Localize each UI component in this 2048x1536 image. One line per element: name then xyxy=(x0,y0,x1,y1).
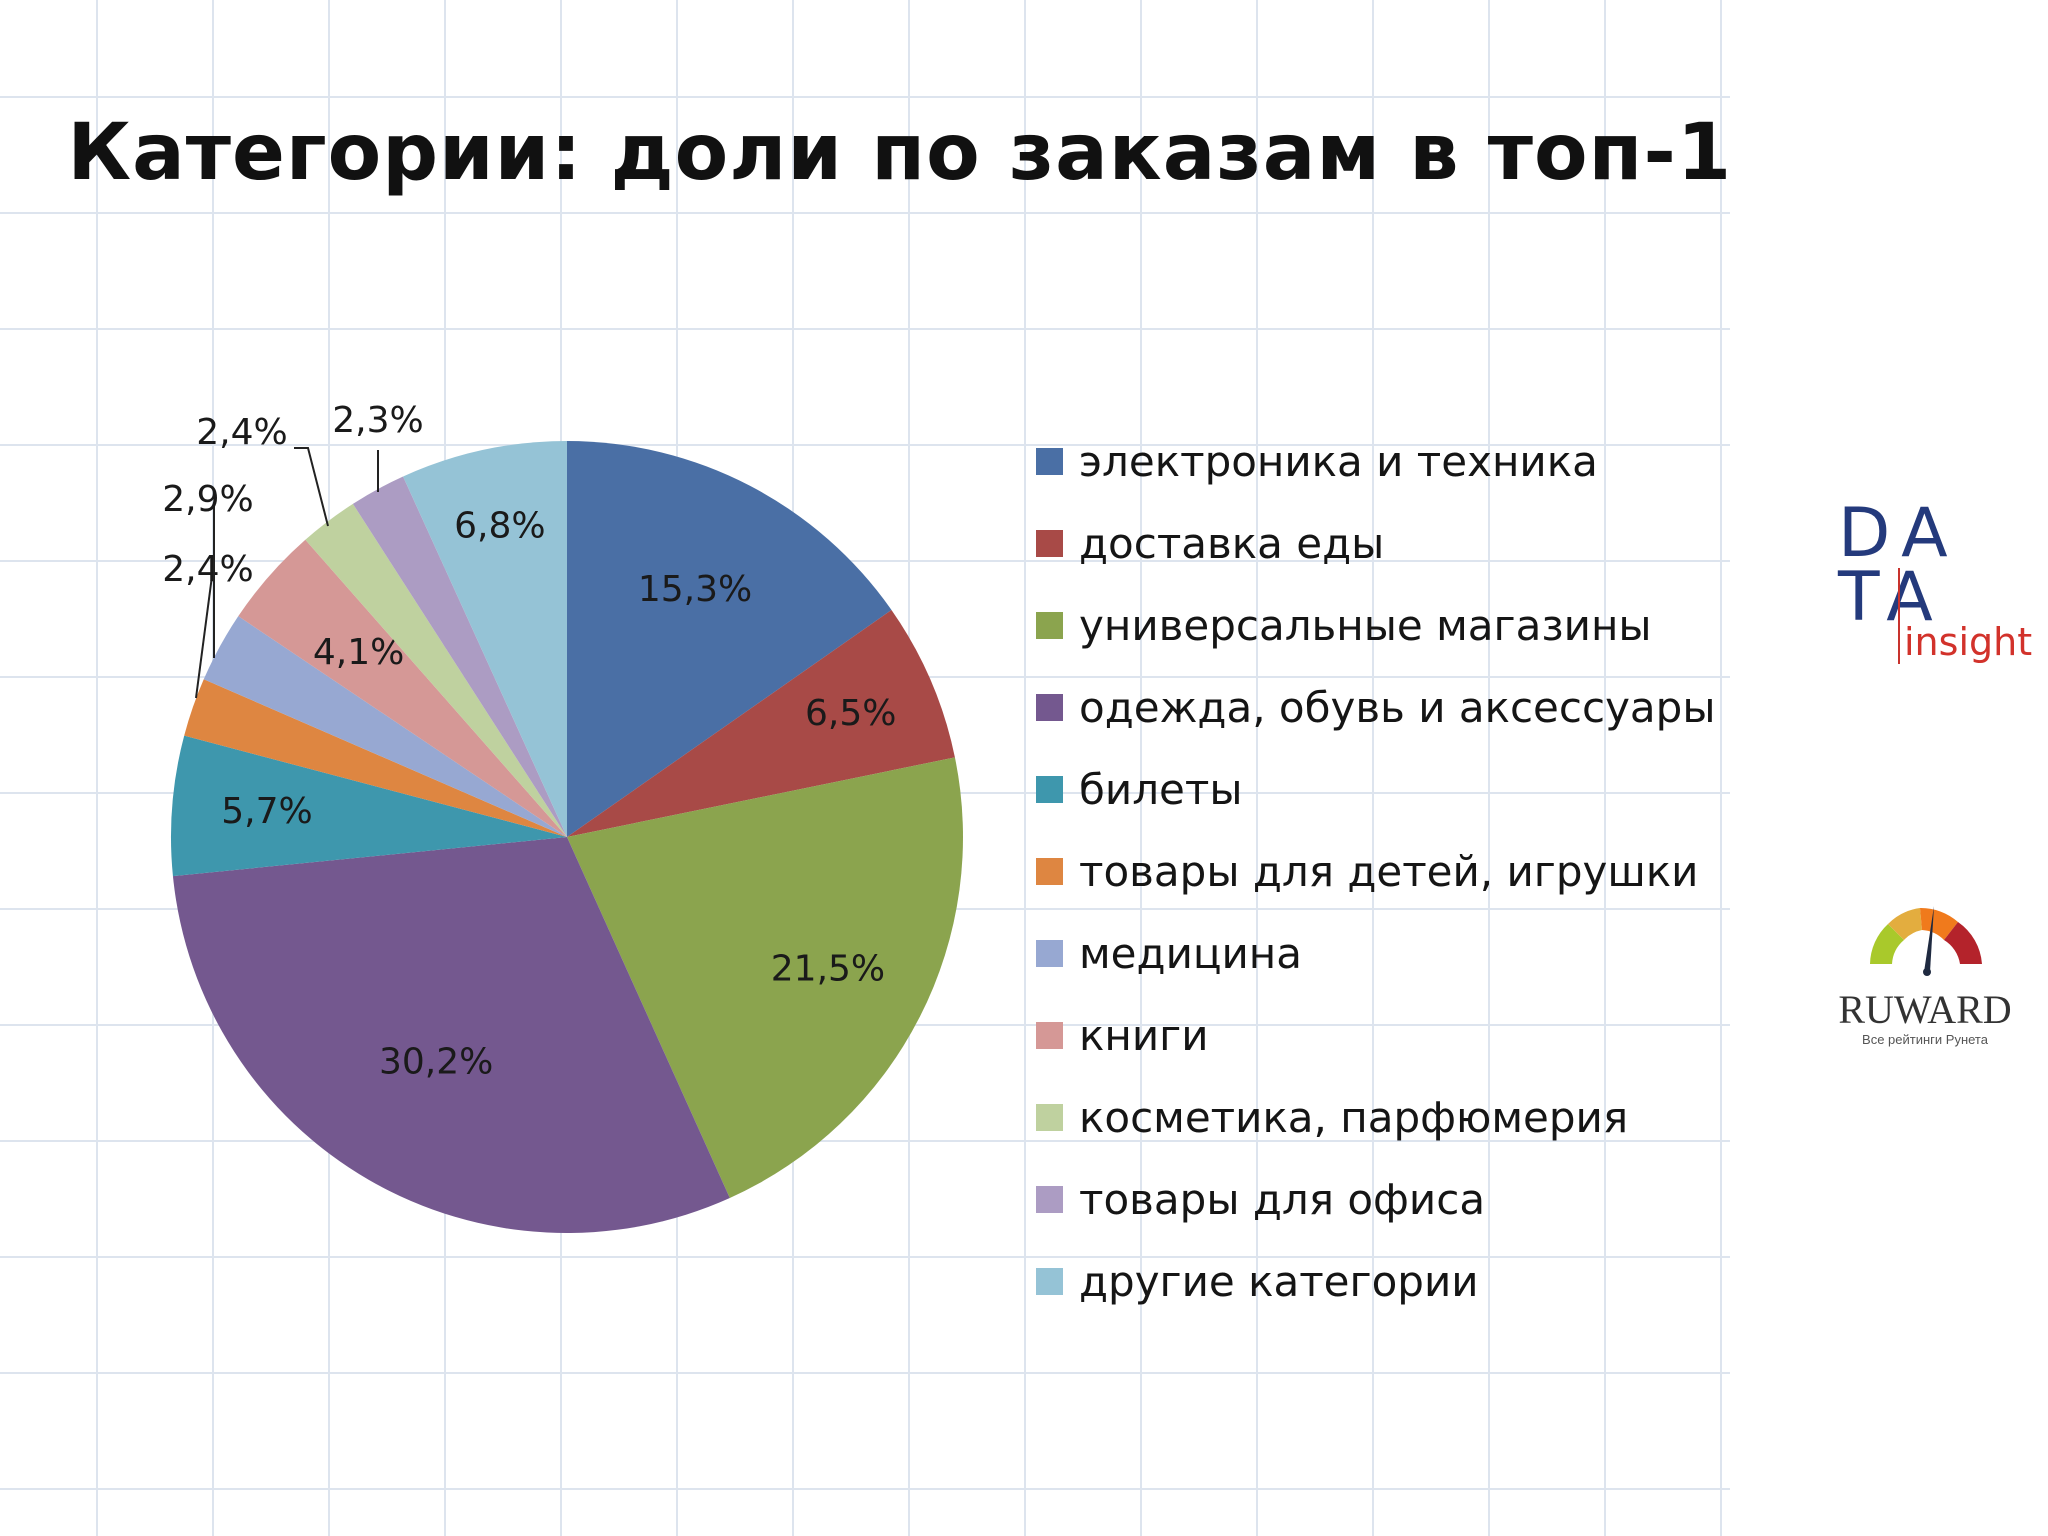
legend-item: медицина xyxy=(1036,912,1715,994)
legend-item: электроника и техника xyxy=(1036,420,1715,502)
legend-item: универсальные магазины xyxy=(1036,584,1715,666)
legend-label: одежда, обувь и аксессуары xyxy=(1079,682,1716,732)
data-label: 6,5% xyxy=(805,693,896,734)
legend-swatch xyxy=(1036,1021,1063,1049)
data-label: 6,8% xyxy=(454,505,545,546)
leader-line xyxy=(294,447,329,527)
gauge-icon xyxy=(1870,906,1982,976)
pie-slice xyxy=(238,539,567,837)
data-label: 2,4% xyxy=(196,412,287,453)
legend-item: доставка еды xyxy=(1036,502,1715,584)
data-label: 2,4% xyxy=(162,549,253,590)
data-insight-letters: DA TA xyxy=(1838,494,2048,637)
legend-swatch xyxy=(1036,857,1063,885)
data-insight-line1: DA xyxy=(1838,494,1960,573)
ruward-logo: RUWARD Все рейтинги Рунета xyxy=(1820,900,2040,1050)
legend-item: товары для детей, игрушки xyxy=(1036,830,1715,912)
data-label: 2,9% xyxy=(162,479,253,520)
pie-slice xyxy=(184,679,568,837)
ruward-name: RUWARD xyxy=(1838,987,2012,1032)
legend-swatch xyxy=(1036,611,1063,639)
slide-title: Категории: доли по заказам в топ-100 xyxy=(67,108,1843,198)
legend-swatch xyxy=(1036,1185,1063,1213)
data-label: 15,3% xyxy=(638,569,752,610)
legend-swatch xyxy=(1036,693,1063,721)
legend-item: другие категории xyxy=(1036,1240,1715,1322)
legend-swatch xyxy=(1036,447,1063,475)
legend-swatch xyxy=(1036,775,1063,803)
data-label: 30,2% xyxy=(379,1041,493,1082)
data-label: 5,7% xyxy=(221,791,312,832)
pie-slice xyxy=(352,476,567,837)
leader-line xyxy=(195,575,213,699)
pie-slice xyxy=(172,837,730,1233)
data-insight-line2: TA xyxy=(1838,558,1945,637)
chart-legend: электроника и техника доставка еды универс… xyxy=(1036,420,1715,1322)
data-label: 2,3% xyxy=(332,400,423,441)
pie-slice xyxy=(567,610,955,837)
pie-slice xyxy=(203,616,567,837)
pie-slice xyxy=(567,757,963,1198)
legend-item: косметика, парфюмерия xyxy=(1036,1076,1715,1158)
data-label: 4,1% xyxy=(313,632,404,673)
pie-slice xyxy=(403,441,567,837)
legend-item: билеты xyxy=(1036,748,1715,830)
pie-chart: 15,3% 6,5% 21,5% 30,2% 5,7% 2,4% 2,9% 4,1% 2,4% 2… xyxy=(162,400,963,1233)
legend-label: книги xyxy=(1079,1010,1209,1060)
legend-item: одежда, обувь и аксессуары xyxy=(1036,666,1715,748)
legend-item: товары для офиса xyxy=(1036,1158,1715,1240)
legend-swatch xyxy=(1036,1267,1063,1295)
data-label: 21,5% xyxy=(771,948,885,989)
pie-slice xyxy=(305,503,567,837)
legend-label: другие категории xyxy=(1079,1256,1479,1306)
legend-item: книги xyxy=(1036,994,1715,1076)
data-insight-logo: DA TA insight xyxy=(1838,494,2048,672)
legend-swatch xyxy=(1036,939,1063,967)
legend-label: билеты xyxy=(1079,764,1243,814)
logo-panel xyxy=(1730,0,2048,1536)
legend-label: косметика, парфюмерия xyxy=(1079,1092,1629,1142)
ruward-tagline: Все рейтинги Рунета xyxy=(1862,1032,1988,1047)
legend-label: медицина xyxy=(1079,928,1302,978)
data-insight-sub: insight xyxy=(1904,620,2033,664)
pie-slice xyxy=(567,441,892,837)
legend-swatch xyxy=(1036,529,1063,557)
data-insight-divider xyxy=(1898,568,1900,664)
legend-label: электроника и техника xyxy=(1079,436,1598,486)
pie-slice xyxy=(171,735,567,877)
legend-swatch xyxy=(1036,1103,1063,1131)
legend-label: товары для детей, игрушки xyxy=(1079,846,1699,896)
legend-label: универсальные магазины xyxy=(1079,600,1652,650)
legend-label: доставка еды xyxy=(1079,518,1385,568)
legend-label: товары для офиса xyxy=(1079,1174,1486,1224)
